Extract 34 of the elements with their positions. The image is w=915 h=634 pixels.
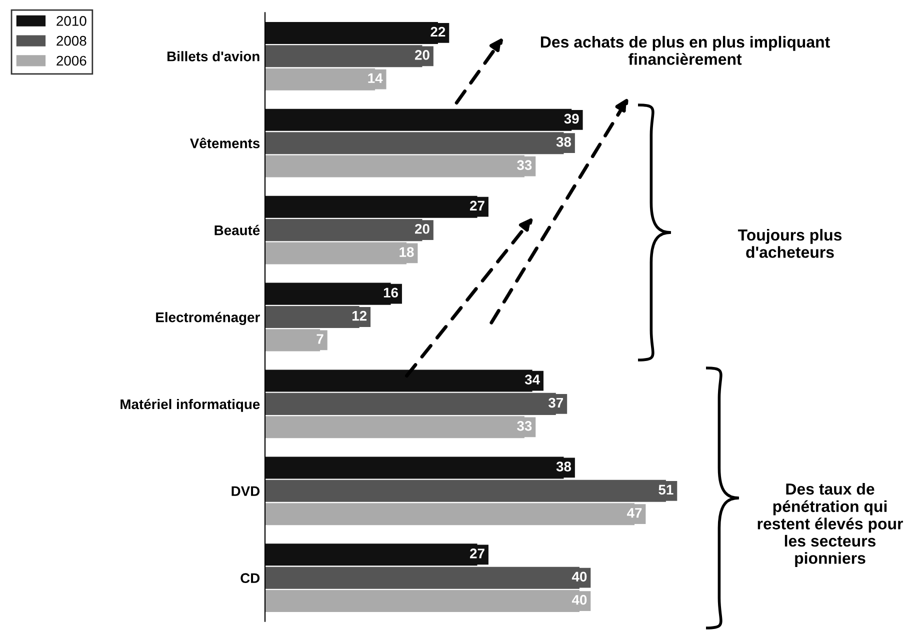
data-label: 7 (316, 334, 324, 344)
text: Des taux de pénétration qui restent élevés pour les secteurs pionniers (758, 482, 903, 568)
y-tick-label: Beauté (214, 224, 260, 236)
data-label: 40 (572, 594, 587, 605)
data-label: 18 (400, 247, 414, 257)
data-label: 34 (524, 374, 540, 385)
legend-label: 2006 (56, 56, 86, 66)
y-tick-label: Matériel informatique (120, 398, 260, 412)
legend-label: 2010 (56, 16, 86, 26)
data-label: 16 (384, 288, 398, 298)
y-tick-label: DVD (232, 486, 260, 496)
y-tick-label: Electroménager (156, 312, 260, 326)
data-label: 27 (470, 200, 484, 210)
legend-label: 2008 (56, 36, 86, 46)
data-label: 37 (548, 398, 563, 408)
data-label: 20 (414, 50, 430, 60)
data-label: 38 (556, 462, 572, 472)
data-label: 39 (564, 114, 579, 124)
data-label: 38 (556, 136, 572, 147)
data-label: 33 (517, 421, 532, 431)
y-tick-label: CD (240, 573, 260, 584)
y-tick-label: Vêtements (190, 138, 260, 148)
data-label: 33 (517, 160, 532, 170)
data-label: 27 (470, 548, 484, 558)
y-tick-label: Billets d'avion (167, 51, 260, 62)
data-label: 47 (626, 508, 642, 518)
data-label: 12 (352, 310, 367, 321)
annotation: Des achats de plus en plus impliquant financièrement (540, 36, 830, 65)
data-label: 14 (368, 73, 383, 83)
text: Toujours plus d'acheteurs (738, 228, 842, 258)
data-label: 22 (430, 26, 446, 37)
data-label: 40 (572, 572, 587, 582)
data-label: 20 (414, 224, 430, 234)
data-label: 51 (658, 484, 674, 495)
